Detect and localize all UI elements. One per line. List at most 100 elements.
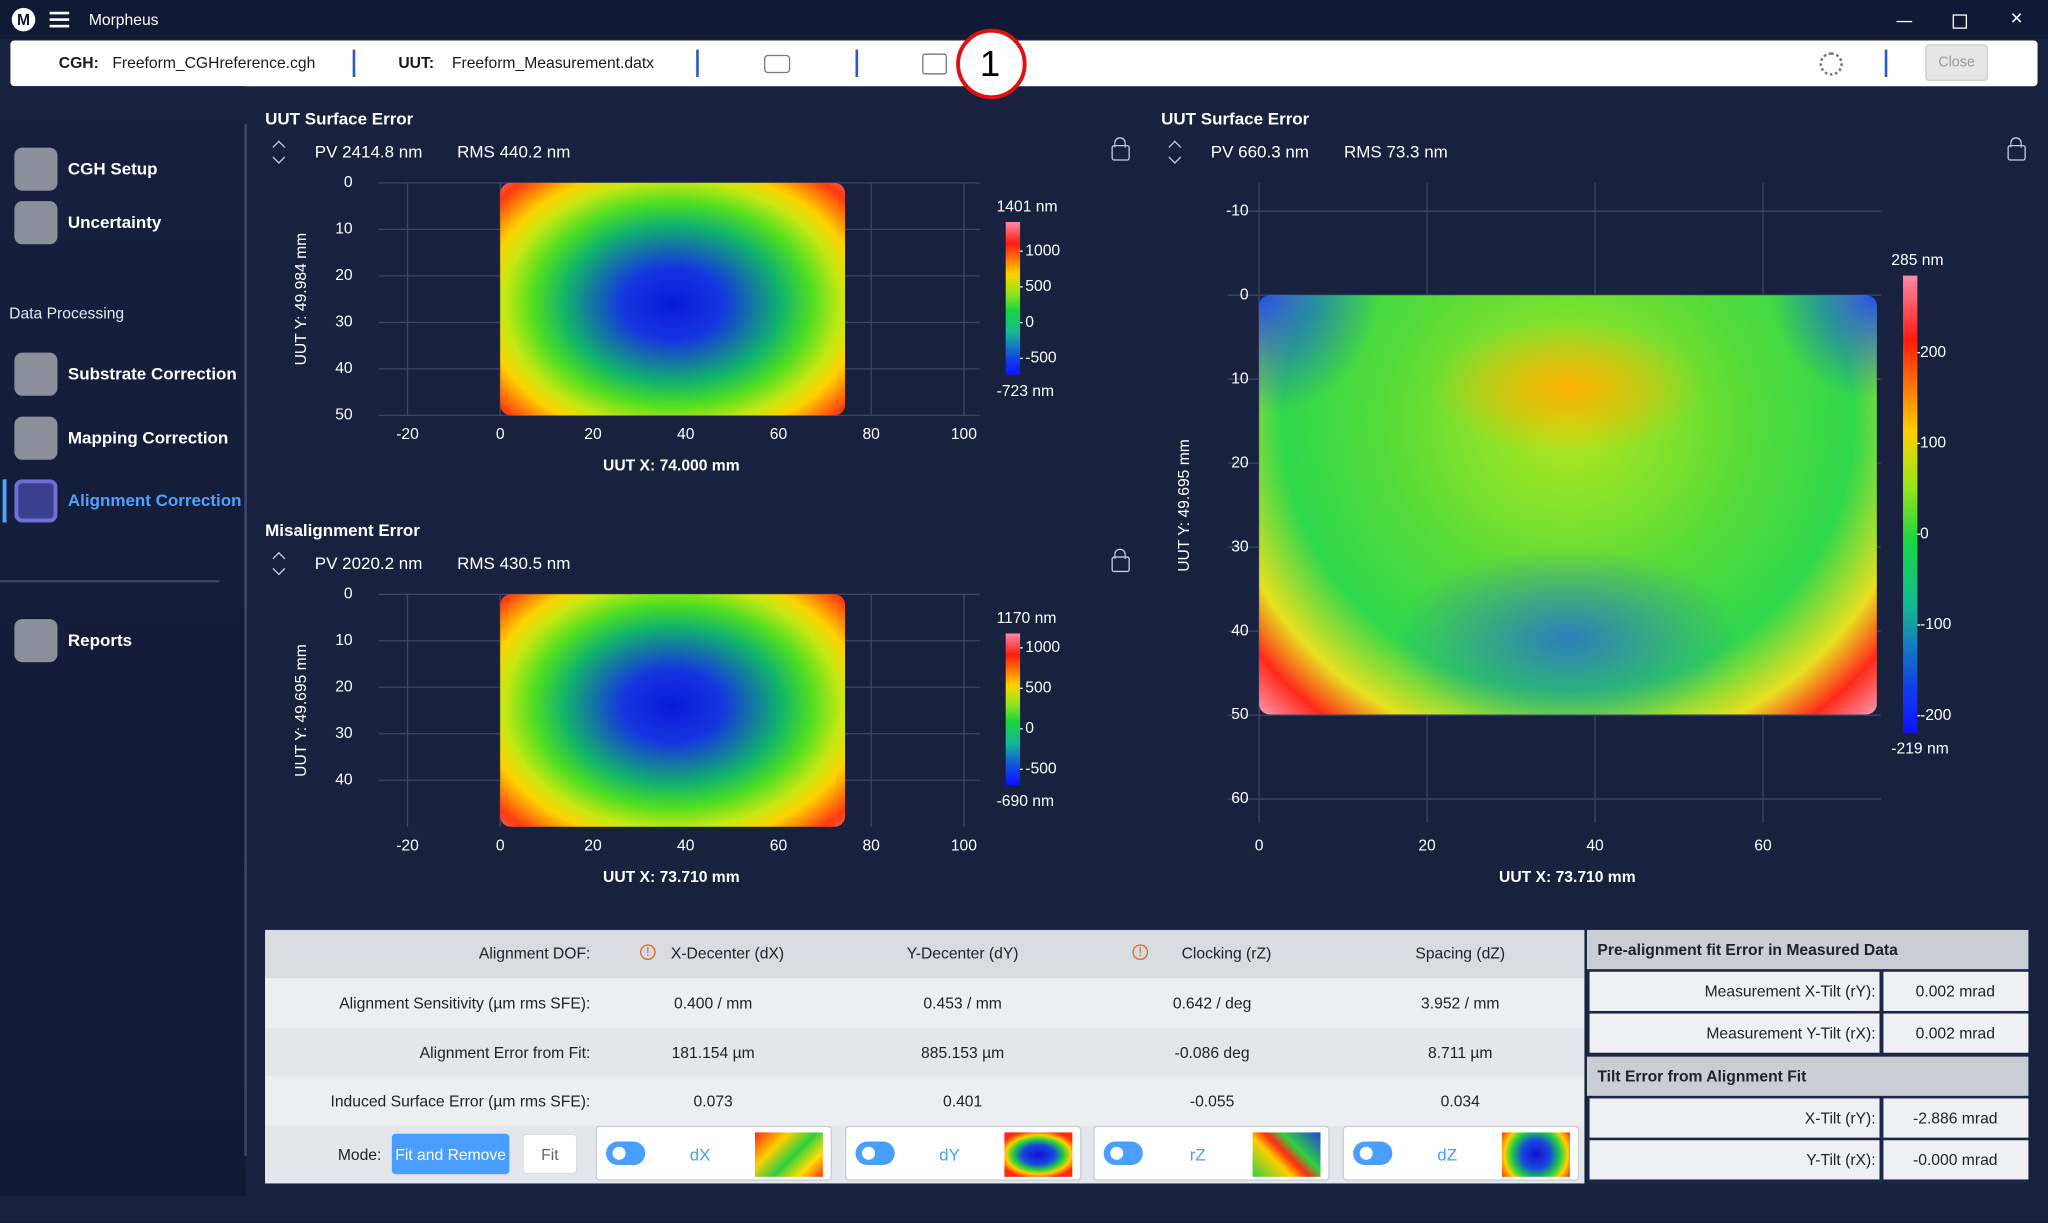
nav-item[interactable]: Alignment Correction xyxy=(67,490,242,511)
settings-button[interactable] xyxy=(1819,52,1843,76)
heatmap xyxy=(500,182,846,416)
cgh-file: Freeform_CGHreference.cgh xyxy=(112,53,316,72)
close-button-label: Close xyxy=(1938,54,1975,71)
mode-button[interactable] xyxy=(522,1133,578,1175)
lock-shackle xyxy=(2010,137,2022,148)
term-thumbnail xyxy=(1252,1132,1321,1177)
x-tick-label: 60 xyxy=(770,838,788,855)
pv-value: PV 2414.8 nm xyxy=(314,141,423,162)
table-cell: 0.034 xyxy=(1440,1091,1480,1111)
nav-item[interactable]: Mapping Correction xyxy=(67,427,229,448)
nav-icon[interactable] xyxy=(14,479,58,523)
table-cell: 8.711 µm xyxy=(1427,1042,1493,1062)
toggle-knob xyxy=(1110,1146,1124,1160)
nav-item[interactable]: CGH Setup xyxy=(67,158,158,179)
x-tick-label: 80 xyxy=(862,838,880,855)
x-tick-label: 20 xyxy=(584,838,602,855)
nav-item[interactable]: Uncertainty xyxy=(67,212,162,232)
nav-item[interactable]: Substrate Correction xyxy=(67,363,237,384)
x-tick-label: 20 xyxy=(584,426,602,443)
term-thumbnail xyxy=(1004,1132,1073,1177)
table-cell: 0.073 xyxy=(693,1091,733,1111)
x-tick-label: 40 xyxy=(677,838,695,855)
toolbar-divider xyxy=(696,49,699,78)
pv-value: PV 660.3 nm xyxy=(1210,141,1309,162)
heatmap xyxy=(500,594,846,827)
panel-label: Measurement Y-Tilt (rX): xyxy=(1706,1023,1876,1043)
panel-label: Measurement X-Tilt (rY): xyxy=(1704,982,1876,1001)
warning-icon: ! xyxy=(639,944,656,960)
x-tick-label: 100 xyxy=(951,838,977,855)
minimize[interactable] xyxy=(1896,12,1913,23)
y-axis-title: UUT Y: 49.695 mm xyxy=(293,644,310,777)
y-tick-label: 30 xyxy=(335,725,353,742)
panel-value-cell xyxy=(1883,1013,2029,1053)
mode-button-active[interactable] xyxy=(391,1133,510,1175)
table-cell: 0.642 / deg xyxy=(1172,993,1252,1013)
toolbar-divider xyxy=(352,49,356,78)
panel-value: -0.000 mrad xyxy=(1913,1150,1998,1169)
y-tick-label: 0 xyxy=(344,585,353,602)
y-axis-title: UUT Y: 49.984 mm xyxy=(293,233,310,366)
colorbar xyxy=(1903,275,1918,733)
mode-label: Mode: xyxy=(337,1145,382,1164)
colorbar-tick-label: -100 xyxy=(1920,616,1952,633)
panel-title: Pre-alignment fit Error in Measured Data xyxy=(1597,940,1898,959)
callout-number: 1 xyxy=(979,43,1001,84)
maximize[interactable] xyxy=(1952,14,1968,29)
table-cell: -0.055 xyxy=(1189,1091,1235,1111)
colorbar-tick-label: 500 xyxy=(1025,679,1051,696)
colorbar-max: 1170 nm xyxy=(996,609,1057,628)
toggle-label: dX xyxy=(689,1144,711,1165)
x-tick-label: -20 xyxy=(396,838,419,855)
warning-icon: ! xyxy=(1132,944,1149,960)
menu-button[interactable] xyxy=(49,11,70,28)
table-header: X-Decenter (dX) xyxy=(670,944,785,963)
pv-value: PV 2020.2 nm xyxy=(314,553,423,573)
camera-button[interactable] xyxy=(764,54,791,74)
toggle-label: dY xyxy=(939,1144,960,1165)
x-axis-title: UUT X: 73.710 mm xyxy=(1499,869,1636,886)
nav-icon[interactable] xyxy=(14,352,58,396)
rms-value: RMS 430.5 nm xyxy=(457,553,571,573)
table-header: Spacing (dZ) xyxy=(1415,944,1506,963)
lock-shackle xyxy=(1114,548,1126,560)
export-button[interactable] xyxy=(922,53,947,75)
table-cell: 885.153 µm xyxy=(921,1042,1005,1062)
colorbar-max: 1401 nm xyxy=(996,197,1058,216)
panel-value-cell xyxy=(1883,1140,2029,1180)
nav-icon[interactable] xyxy=(14,416,58,460)
x-tick-label: 80 xyxy=(862,426,880,443)
panel-row xyxy=(1589,1098,1880,1138)
table-row xyxy=(265,929,1585,979)
colorbar-tick-label: 200 xyxy=(1920,344,1946,361)
rms-value: RMS 440.2 nm xyxy=(457,141,571,162)
close-window[interactable]: × xyxy=(2010,7,2023,31)
y-tick-label: 10 xyxy=(335,632,353,649)
close-button[interactable] xyxy=(1925,44,1988,81)
nav-icon[interactable] xyxy=(14,147,58,191)
nav-item[interactable]: Reports xyxy=(67,630,133,650)
uut-label: UUT: xyxy=(398,53,435,72)
x-tick-label: 20 xyxy=(1418,838,1436,855)
colorbar-tick-label: 0 xyxy=(1025,720,1034,737)
table-header: Y-Decenter (dY) xyxy=(906,944,1019,963)
y-tick-label: 40 xyxy=(1231,622,1249,639)
uut-file: Freeform_Measurement.datx xyxy=(451,53,655,72)
row-label: Alignment Error from Fit: xyxy=(419,1042,591,1062)
colorbar-max: 285 nm xyxy=(1891,250,1944,269)
toggle-knob xyxy=(612,1146,626,1160)
y-tick-label: 20 xyxy=(335,678,353,695)
panel-value: -2.886 mrad xyxy=(1913,1108,1998,1128)
x-tick-label: 0 xyxy=(496,426,505,443)
x-tick-label: 40 xyxy=(677,426,695,443)
panel-row xyxy=(1589,1013,1880,1053)
menu-bar xyxy=(49,18,70,21)
nav-icon[interactable] xyxy=(14,619,58,663)
table-cell: 3.952 / mm xyxy=(1421,993,1500,1013)
nav-icon[interactable] xyxy=(14,201,58,245)
y-tick-label: 40 xyxy=(335,771,353,788)
table-header: Clocking (rZ) xyxy=(1181,944,1272,963)
toggle-label: dZ xyxy=(1437,1144,1458,1165)
